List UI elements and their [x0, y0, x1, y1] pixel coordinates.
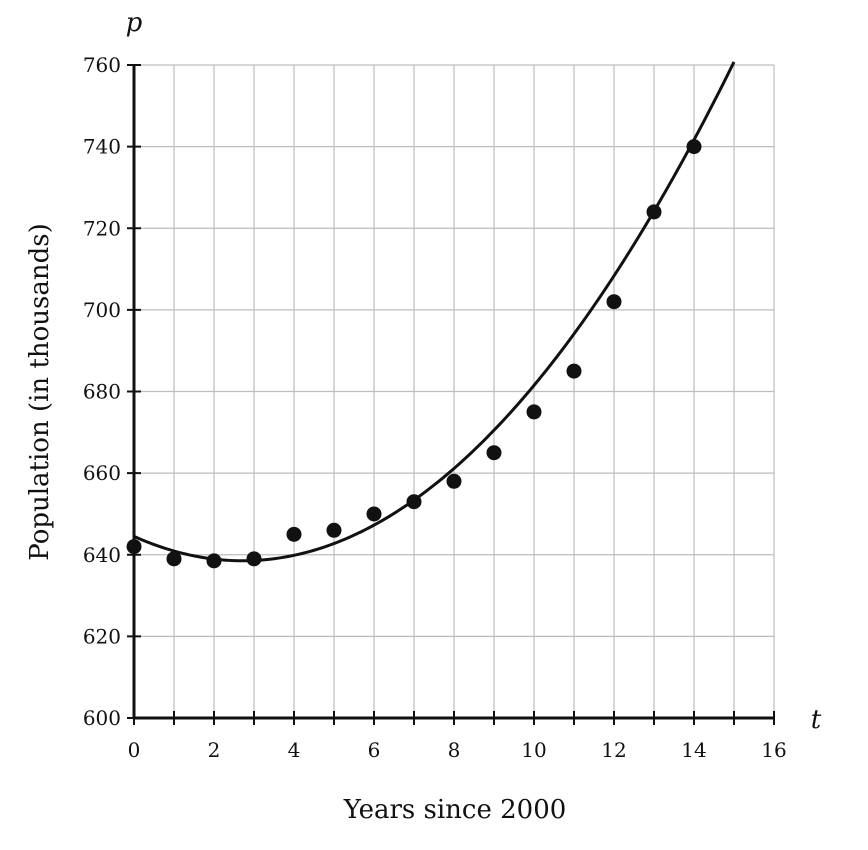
- data-point: [206, 553, 222, 569]
- data-point: [286, 526, 302, 542]
- y-tick-label: 680: [83, 380, 121, 404]
- y-axis-title: Population (in thousands): [25, 223, 55, 561]
- data-point: [166, 551, 182, 567]
- y-tick-label: 740: [83, 135, 121, 159]
- data-point: [566, 363, 582, 379]
- y-tick-label: 660: [83, 461, 121, 485]
- x-tick-label: 0: [128, 738, 141, 762]
- axes: [127, 64, 775, 725]
- x-tick-label: 16: [761, 738, 786, 762]
- x-tick-label: 8: [448, 738, 461, 762]
- x-tick-label: 6: [368, 738, 381, 762]
- fit-curve: [133, 61, 736, 563]
- data-point: [606, 294, 622, 310]
- x-tick-label: 2: [208, 738, 221, 762]
- y-tick-label: 700: [83, 298, 121, 322]
- y-tick-label: 720: [83, 216, 121, 240]
- x-tick-labels: 0 2 4 6 8 10 12 14 16: [128, 738, 787, 762]
- data-point: [406, 494, 422, 510]
- y-tick-label: 760: [83, 53, 121, 77]
- x-axis-title: Years since 2000: [343, 795, 567, 825]
- y-tick-label: 600: [83, 706, 121, 730]
- x-tick-label: 14: [681, 738, 706, 762]
- y-tick-label: 620: [83, 624, 121, 648]
- grid: [133, 64, 775, 719]
- x-tick-label: 12: [601, 738, 626, 762]
- data-point: [486, 445, 502, 461]
- data-point: [646, 204, 662, 220]
- x-tick-label: 10: [521, 738, 546, 762]
- data-point: [366, 506, 382, 522]
- y-axis-variable: p: [126, 8, 143, 38]
- data-point: [526, 404, 542, 420]
- data-point: [686, 139, 702, 155]
- data-points: [126, 139, 702, 569]
- data-point: [446, 473, 462, 489]
- x-axis-variable: t: [811, 705, 822, 735]
- data-point: [326, 522, 342, 538]
- y-tick-label: 640: [83, 543, 121, 567]
- x-tick-label: 4: [288, 738, 301, 762]
- data-point: [246, 551, 262, 567]
- y-tick-labels: 600 620 640 660 680 700 720 740 760: [83, 53, 121, 730]
- data-point: [126, 539, 142, 555]
